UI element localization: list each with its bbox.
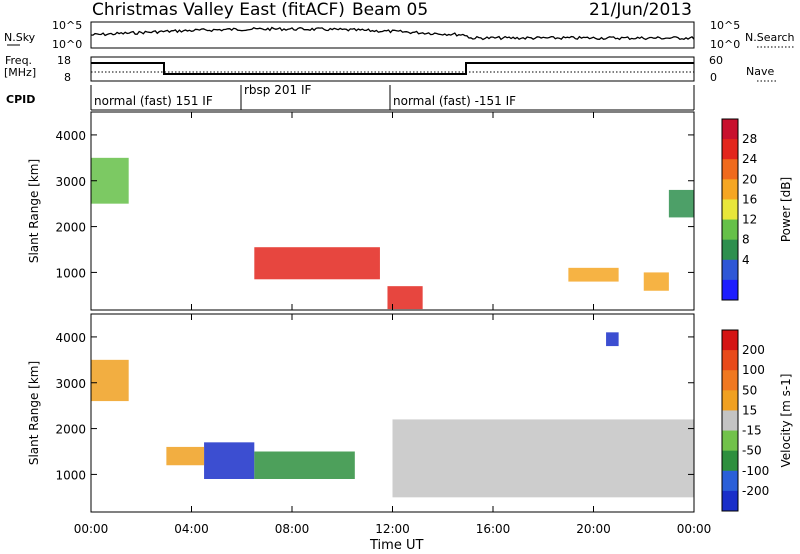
colorbar-tick-label: -15	[742, 424, 762, 438]
colorbar-swatch	[722, 199, 738, 221]
colorbar-swatch	[722, 279, 738, 301]
y-axis-title: Slant Range [km]	[27, 361, 41, 465]
cpid-label: CPID	[6, 93, 35, 106]
colorbar-tick-label: 16	[742, 192, 757, 206]
station-title: Christmas Valley East (fitACF)	[92, 0, 345, 20]
colorbar-swatch	[722, 219, 738, 241]
y-tick-label: 1000	[55, 468, 86, 482]
colorbar-swatch	[722, 239, 738, 261]
cpid-segment-3: normal (fast) -151 IF	[393, 94, 516, 108]
nave-label: Nave	[746, 65, 774, 78]
x-axis-title: Time UT	[369, 538, 423, 553]
colorbar-swatch	[722, 119, 738, 140]
y-tick-label: 4000	[55, 129, 86, 143]
x-tick-label: 00:00	[74, 522, 109, 536]
freq-left-tick-top: 18	[57, 54, 71, 67]
colorbar-swatch	[722, 139, 738, 160]
colorbar-tick-label: 4	[742, 253, 750, 267]
date-label: 21/Jun/2013	[589, 0, 692, 20]
velocity-region-5	[606, 332, 619, 347]
power-plot: 1000 2000 3000 4000 Slant Range [km]	[27, 111, 695, 311]
frequency-panel: Freq. [MHz] 18 8 60 0 Nave	[4, 54, 778, 84]
colorbar-swatch	[722, 410, 738, 432]
velocity-region-1	[254, 451, 355, 479]
cpid-segment-1: normal (fast) 151 IF	[94, 94, 213, 108]
y-tick-label: 3000	[55, 175, 86, 189]
x-tick-label: 16:00	[476, 522, 511, 536]
colorbar-swatch	[722, 370, 738, 391]
y-tick-label: 1000	[55, 266, 86, 280]
power-region-5	[668, 189, 694, 218]
colorbar-tick-label: 28	[742, 132, 757, 146]
freq-right-tick-top: 60	[709, 54, 723, 67]
noise-left-label: N.Sky	[4, 31, 36, 44]
power-region-3	[568, 267, 619, 282]
velocity-colorbar: 200 100 50 15 -15 -50 -100 -200 Velocity [m s-1]	[721, 329, 793, 512]
colorbar-tick-label: 20	[742, 172, 757, 186]
velocity-region-2	[166, 446, 205, 466]
y-tick-label: 4000	[55, 331, 86, 345]
x-tick-label: 12:00	[375, 522, 410, 536]
x-tick-label: 04:00	[174, 522, 209, 536]
colorbar-swatch	[722, 179, 738, 200]
velocity-data-layer	[91, 332, 694, 498]
colorbar-tick-label: 12	[742, 213, 757, 227]
x-tick-label: 20:00	[576, 522, 611, 536]
freq-label-2: [MHz]	[4, 66, 36, 79]
noise-left-tick-top: 10^5	[52, 19, 82, 32]
noise-left-tick-bottom: 10^0	[52, 38, 82, 51]
colorbar-title: Velocity [m s-1]	[779, 374, 793, 468]
colorbar-swatch	[722, 430, 738, 452]
noise-right-label: N.Search	[745, 31, 795, 44]
colorbar-swatch	[722, 330, 738, 351]
velocity-region-0	[204, 442, 255, 479]
cpid-segment-2: rbsp 201 IF	[244, 83, 311, 97]
noise-trace	[90, 26, 695, 41]
power-region-0	[254, 247, 380, 280]
colorbar-swatch	[722, 350, 738, 371]
colorbar-tick-label: 15	[742, 403, 757, 417]
y-tick-label: 2000	[55, 221, 86, 235]
y-axis-title: Slant Range [km]	[27, 159, 41, 263]
y-tick-label: 3000	[55, 377, 86, 391]
velocity-plot: 1000 2000 3000 4000 Slant Range [km] 00:00 04:…	[27, 313, 712, 536]
velocity-region-4	[392, 419, 694, 498]
beam-label: Beam 05	[352, 0, 428, 20]
power-region-2	[91, 157, 129, 204]
colorbar-tick-label: -100	[742, 464, 769, 478]
colorbar-tick-label: 50	[742, 383, 757, 397]
power-region-1	[387, 286, 423, 310]
colorbar-swatch	[722, 390, 738, 411]
power-data-layer	[91, 157, 694, 310]
colorbar-tick-label: -200	[742, 484, 769, 498]
colorbar-swatch	[722, 159, 738, 180]
frequency-trace	[91, 62, 694, 75]
colorbar-swatch	[722, 450, 738, 472]
velocity-region-3	[91, 359, 129, 402]
noise-panel: N.Sky 10^5 10^0 10^5 10^0 N.Search	[4, 19, 795, 51]
colorbar-tick-label: 24	[742, 152, 757, 166]
freq-label-1: Freq.	[5, 54, 32, 67]
power-region-4	[643, 272, 669, 291]
x-tick-label: 00:00	[677, 522, 712, 536]
noise-right-tick-top: 10^5	[710, 19, 740, 32]
x-tick-label: 08:00	[275, 522, 310, 536]
cpid-panel: CPID normal (fast) 151 IF rbsp 201 IF no…	[6, 83, 695, 111]
colorbar-swatch	[722, 470, 738, 492]
noise-right-tick-bottom: 10^0	[710, 38, 740, 51]
y-tick-label: 2000	[55, 423, 86, 437]
colorbar-tick-label: 200	[742, 343, 765, 357]
freq-right-tick-bottom: 0	[710, 71, 717, 84]
power-colorbar: 28 24 20 16 12 8 4 Power [dB]	[721, 118, 793, 301]
colorbar-tick-label: -50	[742, 444, 762, 458]
freq-left-tick-bottom: 8	[64, 71, 71, 84]
colorbar-swatch	[722, 259, 738, 281]
colorbar-title: Power [dB]	[779, 177, 793, 242]
colorbar-tick-label: 8	[742, 233, 750, 247]
colorbar-tick-label: 100	[742, 363, 765, 377]
colorbar-swatch	[722, 490, 738, 512]
